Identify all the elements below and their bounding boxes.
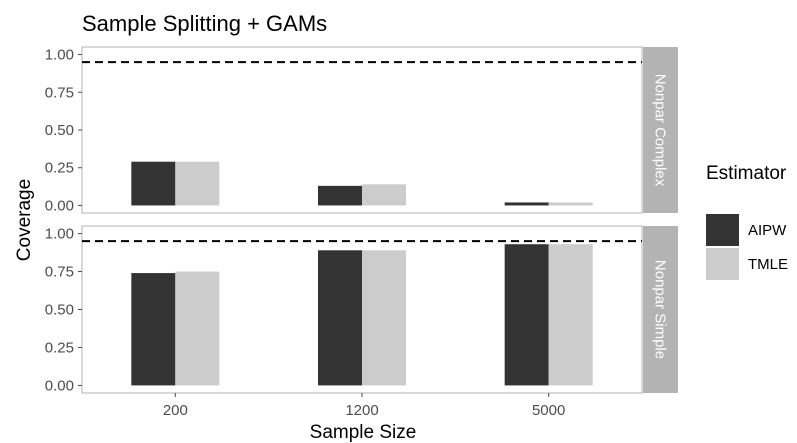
y-tick-label: 0.00: [45, 377, 74, 394]
bar-aipw-200: [131, 273, 176, 386]
bar-tmle-5000: [548, 244, 593, 386]
y-tick-label: 0.75: [45, 264, 74, 281]
y-tick-label: 1.00: [45, 47, 74, 64]
bar-aipw-1200: [318, 250, 362, 386]
bar-aipw-200: [131, 161, 176, 206]
plot-area: 0.00 0.25 0.50 0.75 1.00 Nonpar Complex 0.00 0.…: [45, 46, 788, 419]
y-tick-label: 0.50: [45, 122, 74, 139]
bar-tmle-5000: [548, 202, 593, 206]
facet-strip: [643, 226, 678, 393]
bar-aipw-5000: [504, 244, 549, 386]
bar-aipw-5000: [504, 202, 549, 206]
bar-tmle-1200: [362, 250, 406, 386]
bar-aipw-1200: [318, 185, 362, 206]
x-tick-label: 1200: [345, 402, 378, 419]
y-axis-label: Coverage: [14, 179, 35, 261]
facet-label: Nonpar Complex: [652, 74, 669, 187]
legend-label-tmle: TMLE: [748, 256, 788, 273]
x-tick-label: 5000: [532, 402, 565, 419]
facet-label: Nonpar Simple: [652, 260, 669, 359]
legend-key-aipw: [706, 214, 739, 246]
y-tick-label: 0.25: [45, 160, 74, 177]
y-tick-label: 1.00: [45, 226, 74, 243]
bar-tmle-200: [175, 271, 220, 386]
x-axis-label: Sample Size: [310, 422, 417, 443]
y-tick-label: 0.50: [45, 302, 74, 319]
legend-key-tmle: [706, 248, 739, 280]
bar-tmle-1200: [362, 184, 406, 206]
y-tick-label: 0.25: [45, 339, 74, 356]
y-tick-label: 0.00: [45, 197, 74, 214]
legend-label-aipw: AIPW: [748, 222, 787, 239]
x-tick-label: 200: [163, 402, 188, 419]
chart-title: Sample Splitting + GAMs: [82, 11, 327, 36]
bar-tmle-200: [175, 161, 220, 206]
facet-strip: [643, 47, 678, 213]
legend-title: Estimator: [706, 163, 787, 184]
y-tick-label: 0.75: [45, 84, 74, 101]
